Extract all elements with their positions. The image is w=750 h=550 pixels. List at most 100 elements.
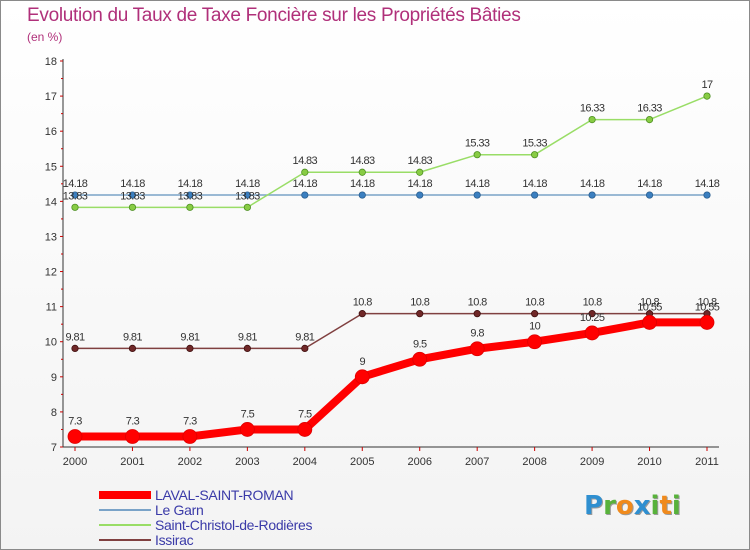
y-tick-label: 12 [45, 267, 57, 279]
x-tick-label: 2010 [637, 456, 661, 468]
data-point-saint-christol [416, 168, 424, 176]
data-point-issirac [243, 344, 251, 352]
y-tick-label: 10 [45, 337, 57, 349]
data-point-laval [182, 429, 198, 444]
chart-title: Evolution du Taux de Taxe Foncière sur l… [27, 5, 521, 26]
logo-letter: t [659, 491, 672, 521]
data-label-laval: 10.55 [695, 301, 720, 313]
data-label-le-garn: 14.18 [120, 178, 145, 190]
data-point-le-garn [473, 191, 481, 199]
data-point-le-garn [645, 191, 654, 199]
x-tick-label: 2003 [235, 456, 259, 468]
data-point-le-garn [243, 191, 251, 199]
data-label-le-garn: 14.18 [293, 178, 318, 190]
data-label-saint-christol: 17 [701, 79, 713, 91]
data-label-le-garn: 14.18 [637, 178, 662, 190]
data-label-le-garn: 14.18 [407, 178, 432, 190]
x-tick-label: 2007 [465, 456, 489, 468]
data-point-saint-christol [128, 203, 137, 211]
data-point-laval [527, 334, 543, 350]
data-label-le-garn: 14.18 [350, 178, 375, 190]
data-label-laval: 10 [529, 321, 541, 333]
y-tick-label: 17 [45, 91, 57, 103]
data-point-laval [239, 422, 255, 437]
data-label-le-garn: 14.18 [178, 178, 203, 190]
chart-unit-label: (en %) [27, 30, 63, 44]
y-tick-label: 14 [45, 196, 57, 208]
data-point-laval [584, 325, 600, 341]
data-point-saint-christol [645, 116, 654, 124]
x-tick-label: 2006 [407, 456, 431, 468]
chart-legend: LAVAL-SAINT-ROMAN Le Garn Saint-Christol… [99, 486, 313, 548]
data-point-saint-christol [301, 168, 309, 176]
data-point-le-garn [588, 191, 596, 199]
x-tick-label: 2009 [580, 456, 604, 468]
data-label-issirac: 10.8 [583, 297, 602, 309]
y-tick-label: 13 [45, 231, 57, 243]
series-line-saint-christol [74, 95, 708, 209]
data-label-le-garn: 14.18 [580, 178, 605, 190]
data-label-le-garn: 14.18 [465, 178, 490, 190]
data-label-saint-christol: 16.33 [637, 103, 662, 115]
data-label-saint-christol: 16.33 [580, 103, 605, 115]
data-point-issirac [531, 310, 539, 318]
data-point-issirac [128, 344, 137, 352]
data-point-saint-christol [588, 116, 596, 124]
data-point-issirac [588, 310, 596, 318]
data-point-laval [469, 341, 485, 357]
y-tick-label: 16 [45, 126, 57, 138]
data-point-saint-christol [186, 203, 194, 211]
data-point-le-garn [71, 191, 79, 199]
data-label-laval: 7.5 [298, 408, 312, 420]
data-point-saint-christol [531, 151, 539, 159]
series-line-issirac [74, 312, 708, 350]
data-label-laval: 9.8 [470, 328, 484, 340]
data-label-le-garn: 14.18 [695, 178, 720, 190]
data-label-saint-christol: 13.83 [63, 190, 88, 202]
data-label-saint-christol: 15.33 [465, 138, 490, 150]
data-label-laval: 7.3 [68, 415, 82, 427]
data-point-saint-christol [358, 168, 366, 176]
data-label-saint-christol: 13.83 [235, 190, 260, 202]
data-label-issirac: 9.81 [65, 331, 84, 343]
data-point-issirac [71, 344, 79, 352]
logo-letter: x [633, 491, 651, 521]
legend-item-saint-christol: Saint-Christol-de-Rodières [99, 516, 313, 533]
legend-label-issirac: Issirac [155, 531, 194, 548]
legend-swatch-laval [99, 490, 151, 499]
data-label-laval: 9.5 [413, 338, 427, 350]
legend-item-le-garn: Le Garn [99, 501, 312, 518]
data-point-le-garn [416, 191, 424, 199]
series-line-laval [71, 318, 711, 441]
proxiti-logo: Proxiti [584, 491, 681, 521]
data-point-laval [354, 369, 370, 385]
data-point-issirac [416, 310, 424, 318]
legend-label-saint-christol: Saint-Christol-de-Rodières [155, 516, 313, 533]
data-point-laval [297, 422, 313, 437]
legend-swatch-saint-christol [99, 523, 151, 526]
data-label-saint-christol: 14.83 [407, 155, 432, 167]
data-label-issirac: 10.8 [640, 297, 659, 309]
data-label-laval: 7.3 [183, 415, 197, 427]
data-point-saint-christol [473, 151, 481, 159]
data-point-le-garn [358, 191, 366, 199]
data-point-laval [125, 429, 140, 444]
data-label-issirac: 10.8 [353, 297, 372, 309]
data-label-le-garn: 14.18 [235, 178, 260, 190]
data-point-issirac [301, 344, 309, 352]
legend-label-le-garn: Le Garn [155, 501, 204, 518]
logo-letter: o [615, 491, 634, 521]
data-label-laval: 10.55 [637, 301, 662, 313]
logo-letter: r [603, 491, 616, 521]
legend-label-laval: LAVAL-SAINT-ROMAN [155, 486, 294, 503]
data-label-issirac: 10.8 [697, 297, 716, 309]
logo-letter: P [584, 491, 604, 521]
data-point-laval [699, 315, 715, 330]
data-point-laval [642, 315, 657, 330]
y-tick-label: 18 [45, 56, 57, 68]
y-tick-label: 8 [51, 407, 57, 419]
data-label-issirac: 9.81 [180, 331, 199, 343]
data-label-issirac: 9.81 [238, 331, 257, 343]
